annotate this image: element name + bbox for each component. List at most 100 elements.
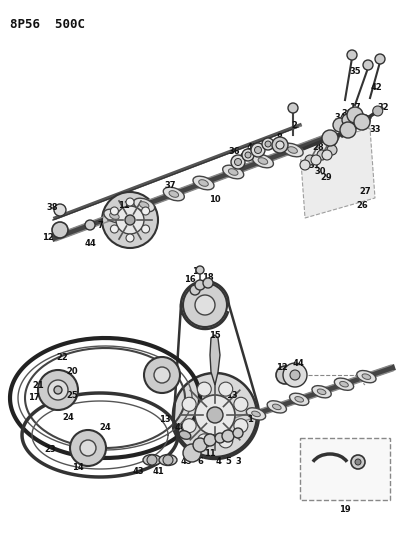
Circle shape bbox=[197, 382, 211, 396]
Text: 30: 30 bbox=[314, 167, 326, 176]
Circle shape bbox=[272, 137, 288, 153]
Text: 2: 2 bbox=[291, 120, 297, 130]
Ellipse shape bbox=[199, 180, 208, 187]
Ellipse shape bbox=[312, 386, 331, 398]
Circle shape bbox=[142, 207, 149, 215]
Ellipse shape bbox=[139, 201, 149, 208]
Circle shape bbox=[125, 215, 135, 225]
Text: 37: 37 bbox=[164, 181, 176, 190]
Circle shape bbox=[195, 395, 235, 435]
Circle shape bbox=[207, 407, 223, 423]
Text: 42: 42 bbox=[370, 84, 382, 93]
Text: 28: 28 bbox=[312, 143, 324, 152]
Text: 6: 6 bbox=[197, 457, 203, 466]
Circle shape bbox=[70, 430, 106, 466]
Circle shape bbox=[195, 295, 215, 315]
Circle shape bbox=[183, 283, 227, 327]
Circle shape bbox=[354, 114, 370, 130]
Circle shape bbox=[355, 459, 361, 465]
Ellipse shape bbox=[193, 176, 214, 190]
Circle shape bbox=[342, 114, 354, 126]
Ellipse shape bbox=[335, 378, 354, 390]
Circle shape bbox=[197, 434, 211, 448]
Circle shape bbox=[283, 363, 307, 387]
Text: 21: 21 bbox=[32, 381, 44, 390]
Text: 14: 14 bbox=[72, 464, 84, 472]
Text: 12: 12 bbox=[276, 364, 288, 373]
Text: 13: 13 bbox=[159, 416, 171, 424]
Circle shape bbox=[111, 207, 118, 215]
Ellipse shape bbox=[134, 198, 155, 212]
Text: 10: 10 bbox=[209, 196, 221, 205]
Text: 33: 33 bbox=[369, 125, 381, 134]
Circle shape bbox=[219, 434, 233, 448]
Text: 34: 34 bbox=[334, 114, 346, 123]
Ellipse shape bbox=[169, 191, 179, 197]
Ellipse shape bbox=[282, 143, 303, 157]
Text: 8: 8 bbox=[276, 133, 282, 142]
Circle shape bbox=[190, 285, 200, 295]
Circle shape bbox=[54, 386, 62, 394]
Text: 38: 38 bbox=[46, 204, 58, 213]
Ellipse shape bbox=[317, 389, 326, 394]
Circle shape bbox=[305, 155, 315, 165]
Text: 22: 22 bbox=[56, 353, 68, 362]
Circle shape bbox=[300, 160, 310, 170]
Circle shape bbox=[333, 118, 347, 132]
Circle shape bbox=[254, 147, 262, 154]
Ellipse shape bbox=[258, 158, 268, 164]
Circle shape bbox=[142, 225, 149, 233]
Circle shape bbox=[234, 419, 248, 433]
Ellipse shape bbox=[228, 168, 238, 175]
Text: 11: 11 bbox=[118, 200, 130, 209]
Circle shape bbox=[231, 155, 245, 169]
Ellipse shape bbox=[246, 408, 266, 420]
Ellipse shape bbox=[288, 147, 297, 154]
Ellipse shape bbox=[290, 393, 309, 406]
Text: 45: 45 bbox=[180, 457, 192, 466]
Text: 19: 19 bbox=[339, 505, 351, 514]
Text: 7: 7 bbox=[97, 221, 103, 230]
Text: 25: 25 bbox=[66, 391, 78, 400]
Text: 44: 44 bbox=[84, 238, 96, 247]
Circle shape bbox=[242, 149, 254, 161]
Text: 17: 17 bbox=[192, 268, 204, 277]
Circle shape bbox=[196, 266, 204, 274]
Ellipse shape bbox=[159, 455, 177, 465]
Circle shape bbox=[363, 60, 373, 70]
Circle shape bbox=[351, 455, 365, 469]
Text: 31: 31 bbox=[308, 160, 320, 169]
Ellipse shape bbox=[223, 165, 244, 179]
Circle shape bbox=[345, 125, 356, 135]
Text: 27: 27 bbox=[359, 188, 371, 197]
Ellipse shape bbox=[267, 401, 286, 413]
Text: 8P56  500C: 8P56 500C bbox=[10, 18, 85, 31]
Text: 17: 17 bbox=[349, 103, 361, 112]
Circle shape bbox=[311, 155, 321, 165]
Circle shape bbox=[322, 130, 338, 146]
Circle shape bbox=[80, 440, 96, 456]
Circle shape bbox=[154, 367, 170, 383]
Circle shape bbox=[173, 373, 257, 457]
Ellipse shape bbox=[362, 374, 371, 379]
Circle shape bbox=[116, 206, 144, 234]
Text: 46: 46 bbox=[174, 424, 186, 432]
Circle shape bbox=[322, 150, 332, 160]
Ellipse shape bbox=[104, 209, 125, 223]
Text: 24: 24 bbox=[99, 424, 111, 432]
Text: 17: 17 bbox=[28, 393, 40, 402]
Text: 23: 23 bbox=[44, 446, 56, 455]
Ellipse shape bbox=[340, 382, 348, 387]
Text: 35: 35 bbox=[349, 68, 361, 77]
Circle shape bbox=[182, 419, 196, 433]
Text: 29: 29 bbox=[320, 174, 332, 182]
Text: 13: 13 bbox=[226, 391, 238, 400]
Circle shape bbox=[147, 455, 157, 465]
Text: 36: 36 bbox=[228, 148, 240, 157]
Circle shape bbox=[233, 428, 243, 438]
Text: 40: 40 bbox=[246, 143, 258, 152]
Circle shape bbox=[219, 382, 233, 396]
Circle shape bbox=[163, 455, 173, 465]
Circle shape bbox=[290, 370, 300, 380]
Circle shape bbox=[347, 50, 357, 60]
